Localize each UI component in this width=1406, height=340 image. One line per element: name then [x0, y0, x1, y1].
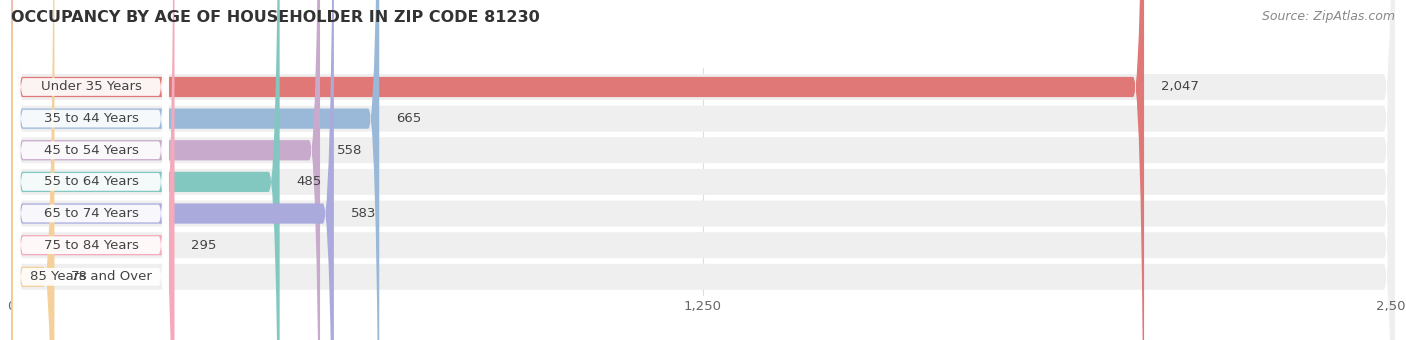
FancyBboxPatch shape [11, 0, 174, 340]
FancyBboxPatch shape [11, 0, 1395, 340]
Text: Under 35 Years: Under 35 Years [41, 81, 142, 94]
FancyBboxPatch shape [11, 0, 1395, 340]
Text: 485: 485 [297, 175, 322, 188]
Text: 35 to 44 Years: 35 to 44 Years [44, 112, 138, 125]
FancyBboxPatch shape [11, 0, 1144, 340]
Text: 78: 78 [72, 270, 89, 283]
FancyBboxPatch shape [14, 0, 169, 340]
Text: 583: 583 [350, 207, 375, 220]
FancyBboxPatch shape [11, 0, 1395, 340]
FancyBboxPatch shape [11, 0, 280, 340]
Text: Source: ZipAtlas.com: Source: ZipAtlas.com [1261, 10, 1395, 23]
Text: 85 Years and Over: 85 Years and Over [30, 270, 152, 283]
FancyBboxPatch shape [14, 0, 169, 340]
FancyBboxPatch shape [11, 0, 1395, 340]
FancyBboxPatch shape [14, 0, 169, 340]
FancyBboxPatch shape [11, 0, 1395, 340]
FancyBboxPatch shape [11, 0, 1395, 340]
Text: 65 to 74 Years: 65 to 74 Years [44, 207, 138, 220]
Text: 295: 295 [191, 239, 217, 252]
Text: 75 to 84 Years: 75 to 84 Years [44, 239, 138, 252]
FancyBboxPatch shape [14, 0, 169, 340]
Text: 2,047: 2,047 [1161, 81, 1198, 94]
FancyBboxPatch shape [11, 0, 380, 340]
Text: 665: 665 [396, 112, 422, 125]
Text: 558: 558 [336, 144, 361, 157]
FancyBboxPatch shape [14, 0, 169, 340]
FancyBboxPatch shape [11, 0, 1395, 340]
FancyBboxPatch shape [14, 0, 169, 340]
Text: OCCUPANCY BY AGE OF HOUSEHOLDER IN ZIP CODE 81230: OCCUPANCY BY AGE OF HOUSEHOLDER IN ZIP C… [11, 10, 540, 25]
Text: 45 to 54 Years: 45 to 54 Years [44, 144, 138, 157]
Text: 55 to 64 Years: 55 to 64 Years [44, 175, 138, 188]
FancyBboxPatch shape [11, 0, 55, 340]
FancyBboxPatch shape [11, 0, 333, 340]
FancyBboxPatch shape [14, 0, 169, 340]
FancyBboxPatch shape [11, 0, 321, 340]
